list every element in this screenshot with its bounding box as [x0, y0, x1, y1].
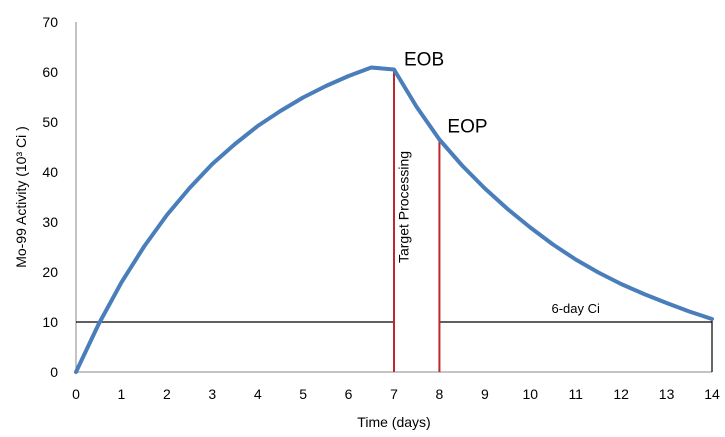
x-tick-label: 8 [436, 386, 444, 402]
y-tick-label: 50 [42, 114, 58, 130]
y-tick-label: 70 [42, 14, 58, 30]
y-tick-label: 60 [42, 64, 58, 80]
y-axis-ticks: 0 10 20 30 40 50 60 70 [42, 14, 58, 380]
eob-label: EOB [404, 50, 444, 71]
y-tick-label: 0 [50, 364, 58, 380]
x-tick-label: 0 [72, 386, 80, 402]
x-tick-label: 4 [254, 386, 262, 402]
x-tick-label: 7 [390, 386, 398, 402]
x-tick-label: 5 [299, 386, 307, 402]
x-tick-label: 11 [568, 386, 583, 402]
x-tick-label: 1 [118, 386, 126, 402]
x-tick-label: 12 [613, 386, 629, 402]
y-tick-label: 40 [42, 164, 58, 180]
x-axis-title: Time (days) [357, 414, 430, 430]
y-tick-label: 10 [42, 314, 58, 330]
x-tick-label: 9 [481, 386, 489, 402]
y-tick-label: 30 [42, 214, 58, 230]
x-tick-label: 3 [208, 386, 216, 402]
x-tick-label: 6 [345, 386, 353, 402]
series-activity-line [74, 65, 714, 374]
eop-label: EOP [447, 117, 487, 138]
target-processing-label: Target Processing [396, 151, 412, 263]
x-tick-label: 13 [659, 386, 675, 402]
x-tick-label: 14 [704, 386, 720, 402]
y-tick-label: 20 [42, 264, 58, 280]
six-day-ci-label: 6-day Ci [552, 301, 601, 316]
x-tick-label: 10 [522, 386, 538, 402]
x-tick-label: 2 [163, 386, 171, 402]
y-axis-title: Mo-99 Activity (10³ Ci ) [13, 126, 29, 268]
x-axis-ticks: 0 1 2 3 4 5 6 7 8 9 10 11 12 13 14 [72, 386, 720, 402]
